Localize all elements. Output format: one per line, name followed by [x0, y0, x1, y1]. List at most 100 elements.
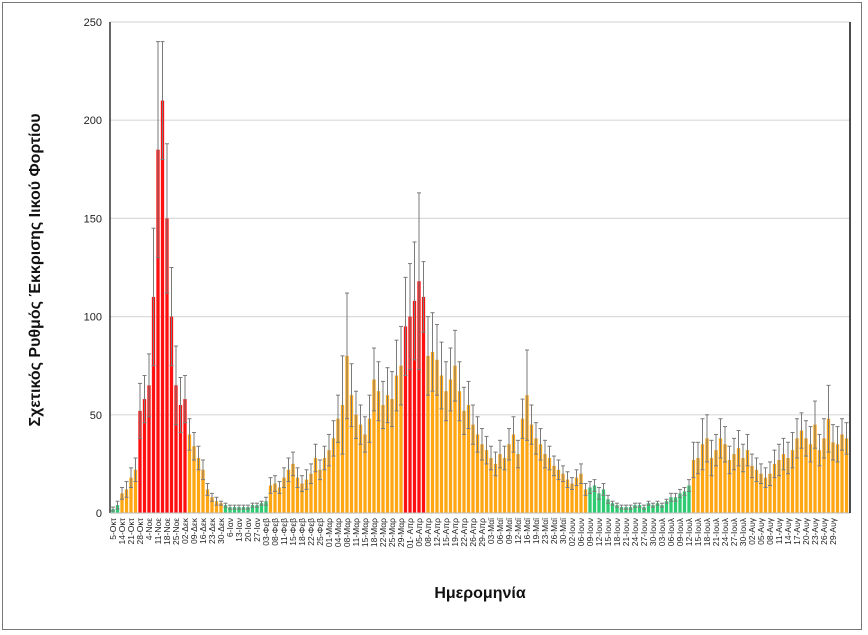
bar	[390, 399, 394, 513]
x-tick-label: 15-Μαρ	[360, 518, 370, 547]
error-bar	[304, 469, 309, 490]
x-tick-label: 30-Ιουν	[648, 518, 658, 546]
error-bar	[151, 227, 156, 367]
error-bar	[178, 376, 183, 433]
bar	[232, 507, 237, 513]
bar	[250, 505, 255, 513]
error-bar	[561, 465, 565, 483]
bar	[520, 418, 525, 513]
bar	[754, 469, 759, 513]
error-bar	[300, 475, 304, 492]
x-tick-label: 26-Απρ	[468, 518, 478, 547]
x-tick-label: 03-Φεβ	[261, 518, 271, 546]
error-bar	[336, 394, 340, 443]
error-bar	[709, 439, 714, 477]
error-bar	[475, 416, 480, 453]
bar	[448, 379, 453, 513]
bar	[507, 444, 511, 513]
bar	[502, 458, 507, 513]
bar	[178, 404, 183, 513]
bar	[844, 438, 849, 513]
bar	[574, 477, 579, 513]
bar	[376, 391, 381, 513]
bar	[583, 489, 588, 513]
error-bar	[831, 424, 835, 461]
error-bar	[520, 398, 525, 439]
error-bar	[286, 457, 291, 483]
x-tick-label: 27-Ιουλ	[729, 517, 739, 546]
error-bar	[484, 435, 489, 465]
bar	[552, 465, 556, 513]
bar	[363, 434, 367, 513]
error-bar	[448, 347, 453, 412]
bar	[822, 438, 826, 513]
error-bar	[322, 445, 327, 471]
x-tick-label: 29-Μαρ	[396, 518, 406, 547]
x-tick-label: 27-Ιουν	[639, 518, 649, 546]
error-bar	[237, 504, 241, 510]
error-bar	[547, 445, 552, 471]
error-bar	[574, 469, 579, 487]
bar	[151, 296, 156, 513]
bar	[543, 454, 547, 513]
bar	[615, 505, 619, 513]
bar	[309, 473, 313, 513]
y-tick-label: 200	[84, 115, 102, 127]
x-tick-label: 30-Μαϊ	[558, 517, 568, 544]
bar	[219, 503, 223, 513]
bar	[480, 444, 484, 513]
error-bar	[111, 506, 115, 512]
bar	[286, 469, 291, 513]
error-bar	[480, 428, 484, 461]
error-bar	[408, 263, 412, 371]
error-bar	[367, 394, 372, 443]
bar	[651, 505, 655, 513]
bar	[259, 503, 264, 513]
x-tick-label: 22-Φεβ	[306, 518, 316, 546]
error-bar	[214, 496, 219, 506]
error-bar	[412, 241, 417, 361]
error-bar	[358, 404, 363, 445]
error-bar	[736, 430, 741, 467]
error-bar	[309, 463, 313, 485]
bar	[714, 450, 718, 513]
error-bar	[453, 329, 457, 402]
x-tick-label: 24-Ιουλ	[720, 517, 730, 546]
error-bar	[313, 443, 318, 473]
error-bar	[142, 375, 147, 424]
x-tick-label: 14-Οκτ	[117, 517, 127, 544]
bar	[637, 505, 642, 513]
error-bar	[579, 463, 583, 485]
error-bar	[462, 386, 466, 435]
bar	[570, 483, 574, 513]
bar	[457, 391, 462, 513]
bar	[601, 489, 606, 513]
bar	[453, 365, 457, 513]
bar	[133, 469, 138, 513]
x-tick-label: 03-Ιουλ	[657, 517, 667, 546]
x-tick-label: 29-Απρ	[477, 518, 487, 547]
bar	[534, 438, 538, 513]
bar	[795, 438, 799, 513]
bar	[718, 438, 723, 513]
error-bar	[588, 481, 592, 494]
error-bar	[502, 445, 507, 471]
bar	[471, 424, 475, 513]
bar	[799, 430, 804, 513]
bar	[786, 458, 790, 513]
bar	[205, 489, 210, 513]
x-tick-label: 30-Ιουλ	[738, 517, 748, 546]
x-tick-label: 20-Ιαν	[243, 518, 253, 542]
error-bar	[525, 349, 529, 441]
bar	[624, 507, 628, 513]
error-bar	[124, 481, 129, 498]
error-bar	[430, 312, 435, 392]
error-bar	[759, 463, 763, 485]
x-tick-label: 11-Μαρ	[351, 518, 361, 547]
y-tick-label: 250	[84, 17, 102, 29]
bar	[493, 463, 498, 513]
x-tick-label: 22-Μαρ	[378, 518, 388, 547]
error-bar	[138, 382, 142, 439]
error-bar	[583, 483, 588, 496]
bar	[129, 477, 133, 513]
